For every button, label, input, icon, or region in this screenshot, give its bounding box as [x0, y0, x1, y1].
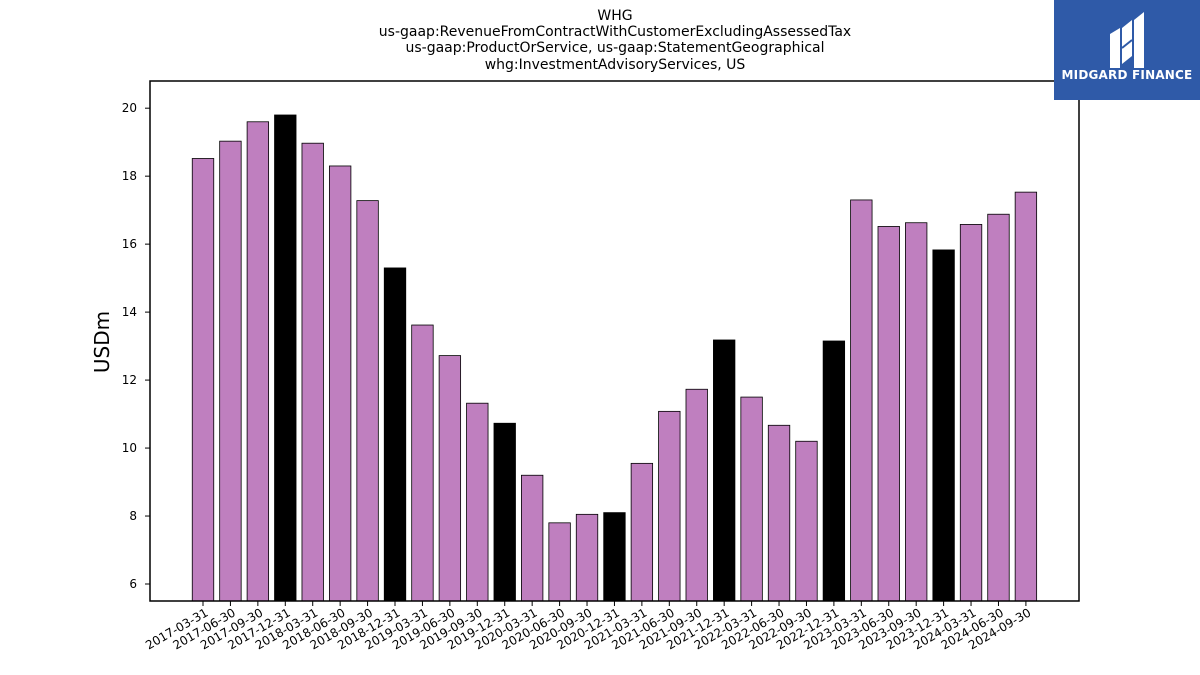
bar-2018-03-31 [301, 142, 324, 602]
title-line-4: whg:InvestmentAdvisoryServices, US [485, 57, 746, 73]
plot-frame [149, 80, 1080, 602]
y-tick-label: 8 [129, 509, 137, 523]
bar-2022-12-31 [822, 340, 846, 602]
y-tick-label: 6 [129, 577, 137, 591]
y-tick-label: 14 [122, 305, 137, 319]
bar-2020-09-30 [575, 513, 599, 602]
bar-2022-09-30 [795, 440, 818, 602]
bar-2019-12-31 [493, 422, 516, 602]
y-tick-label: 10 [122, 441, 137, 455]
bar-2017-09-30 [246, 121, 270, 602]
bar-2021-09-30 [685, 388, 708, 602]
bar-2023-06-30 [877, 226, 900, 602]
bar-2022-06-30 [767, 424, 791, 602]
bar-2024-06-30 [987, 213, 1010, 602]
title-line-1: WHG [597, 8, 632, 24]
y-tick-label: 12 [122, 373, 137, 387]
title-line-2: us-gaap:RevenueFromContractWithCustomerE… [379, 24, 851, 40]
x-axis: 2017-03-312017-06-302017-09-302017-12-31… [143, 601, 1033, 652]
bar-2018-09-30 [356, 200, 379, 602]
bar-2024-03-31 [959, 224, 983, 602]
y-tick-label: 20 [122, 101, 137, 115]
title-line-3: us-gaap:ProductOrService, us-gaap:Statem… [405, 40, 824, 56]
bar-2020-12-31 [603, 512, 626, 602]
y-axis-label: USDm [90, 311, 114, 373]
bar-2021-06-30 [658, 410, 681, 602]
bar-2017-06-30 [219, 140, 242, 602]
bar-2019-03-31 [411, 324, 434, 602]
brand-logo: MIDGARD FINANCE [1054, 0, 1200, 100]
bar-2019-09-30 [466, 402, 489, 602]
bar-2019-06-30 [438, 355, 462, 602]
logo-mark-icon [1110, 12, 1144, 68]
y-axis: 6 8 10 12 14 16 18 20 [122, 101, 150, 591]
bar-2021-12-31 [713, 339, 736, 602]
logo-text: MIDGARD FINANCE [1061, 68, 1193, 82]
chart-title: WHG us-gaap:RevenueFromContractWithCusto… [379, 8, 851, 73]
bar-2020-03-31 [521, 474, 544, 602]
y-tick-label: 16 [122, 237, 137, 251]
bar-2017-03-31 [191, 158, 215, 602]
bar-2024-09-30 [1014, 191, 1038, 602]
bar-2017-12-31 [274, 114, 297, 602]
bar-2021-03-31 [630, 462, 654, 602]
bar-2020-06-30 [548, 522, 571, 602]
bar-series [191, 114, 1038, 602]
y-tick-label: 18 [122, 169, 137, 183]
bar-2022-03-31 [740, 396, 763, 602]
bar-2023-09-30 [905, 222, 928, 602]
bar-2023-03-31 [850, 199, 873, 602]
bar-2018-12-31 [383, 267, 407, 602]
bar-2023-12-31 [932, 249, 955, 602]
bar-2018-06-30 [328, 165, 352, 602]
